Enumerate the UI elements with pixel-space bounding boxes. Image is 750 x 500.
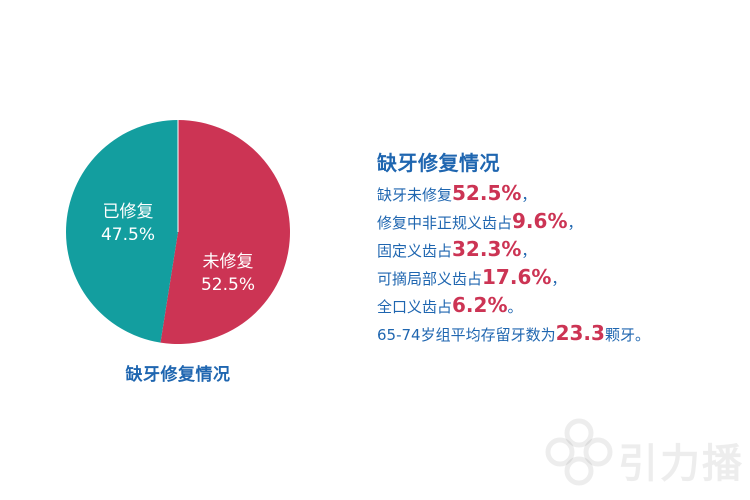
- info-line-suffix: ，: [567, 214, 583, 232]
- info-line: 65-74岁组平均存留牙数为23.3颗牙。: [377, 320, 737, 348]
- watermark-logo: 引力播: [540, 415, 742, 490]
- info-line-number: 23.3: [555, 321, 605, 345]
- info-line-text: 65-74岁组平均存留牙数为: [377, 326, 556, 344]
- info-line-suffix: 。: [507, 298, 523, 316]
- info-line-number: 6.2%: [452, 293, 508, 317]
- pie-slice-unrepaired: [160, 120, 290, 344]
- info-line-number: 52.5%: [452, 181, 522, 205]
- info-panel: 缺牙修复情况 缺牙未修复52.5%， 修复中非正规义齿占9.6%， 固定义齿占3…: [377, 151, 737, 348]
- info-line-text: 修复中非正规义齿占: [377, 214, 513, 232]
- flower-icon: [545, 418, 613, 486]
- pie-label-unrepaired: 未修复 52.5%: [193, 251, 263, 297]
- pie-label-repaired-name: 已修复: [102, 202, 154, 222]
- info-line-number: 17.6%: [482, 265, 552, 289]
- info-title: 缺牙修复情况: [377, 151, 500, 175]
- watermark-text: 引力播: [618, 441, 744, 487]
- info-line-text: 全口义齿占: [377, 298, 453, 316]
- info-line-number: 32.3%: [452, 237, 522, 261]
- pie-label-unrepaired-name: 未修复: [202, 252, 254, 272]
- info-line: 缺牙未修复52.5%，: [377, 180, 737, 208]
- info-line-number: 9.6%: [512, 209, 568, 233]
- pie-label-repaired: 已修复 47.5%: [93, 201, 163, 247]
- info-line: 固定义齿占32.3%，: [377, 236, 737, 264]
- info-line-suffix: ，: [551, 270, 567, 288]
- info-line-text: 缺牙未修复: [377, 186, 453, 204]
- info-line: 全口义齿占6.2%。: [377, 292, 737, 320]
- pie-label-unrepaired-value: 52.5%: [200, 275, 255, 295]
- info-line: 修复中非正规义齿占9.6%，: [377, 208, 737, 236]
- pie-label-repaired-value: 47.5%: [100, 225, 155, 245]
- info-line-suffix: ，: [521, 242, 537, 260]
- info-line: 可摘局部义齿占17.6%，: [377, 264, 737, 292]
- info-line-text: 可摘局部义齿占: [377, 270, 483, 288]
- pie-slice-repaired: [65, 120, 178, 343]
- info-line-suffix: ，: [521, 186, 537, 204]
- info-line-text: 固定义齿占: [377, 242, 453, 260]
- chart-title: 缺牙修复情况: [125, 365, 231, 385]
- info-line-suffix: 颗牙。: [604, 326, 650, 344]
